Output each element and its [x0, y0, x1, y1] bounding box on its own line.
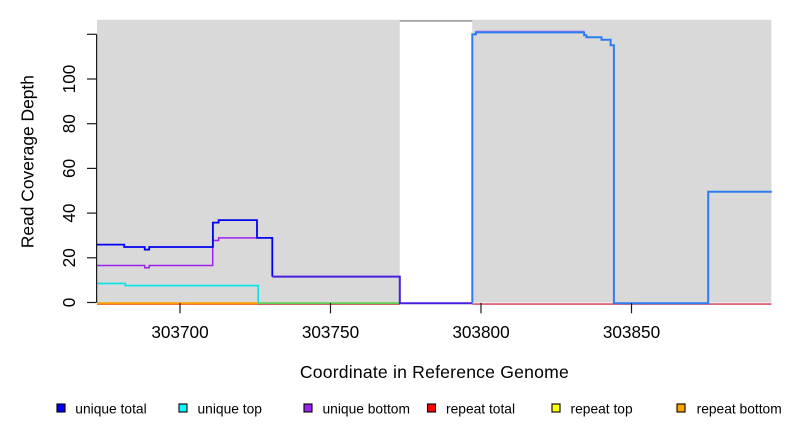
svg-text:unique top: unique top — [198, 401, 263, 416]
svg-text:303850: 303850 — [603, 322, 660, 342]
svg-text:303750: 303750 — [302, 322, 359, 342]
svg-text:repeat bottom: repeat bottom — [697, 401, 782, 416]
svg-text:303800: 303800 — [452, 322, 509, 342]
svg-text:Read Coverage Depth: Read Coverage Depth — [18, 75, 38, 248]
svg-text:unique total: unique total — [75, 401, 146, 416]
svg-text:100: 100 — [59, 65, 79, 94]
svg-text:40: 40 — [59, 204, 79, 223]
svg-text:80: 80 — [59, 114, 79, 133]
svg-text:20: 20 — [59, 248, 79, 267]
svg-text:Coordinate in Reference Genome: Coordinate in Reference Genome — [300, 362, 569, 382]
svg-text:303700: 303700 — [151, 322, 208, 342]
svg-text:unique bottom: unique bottom — [323, 401, 410, 416]
svg-text:0: 0 — [59, 298, 79, 308]
svg-text:repeat top: repeat top — [571, 401, 633, 416]
svg-text:repeat total: repeat total — [446, 401, 515, 416]
svg-text:60: 60 — [59, 159, 79, 178]
